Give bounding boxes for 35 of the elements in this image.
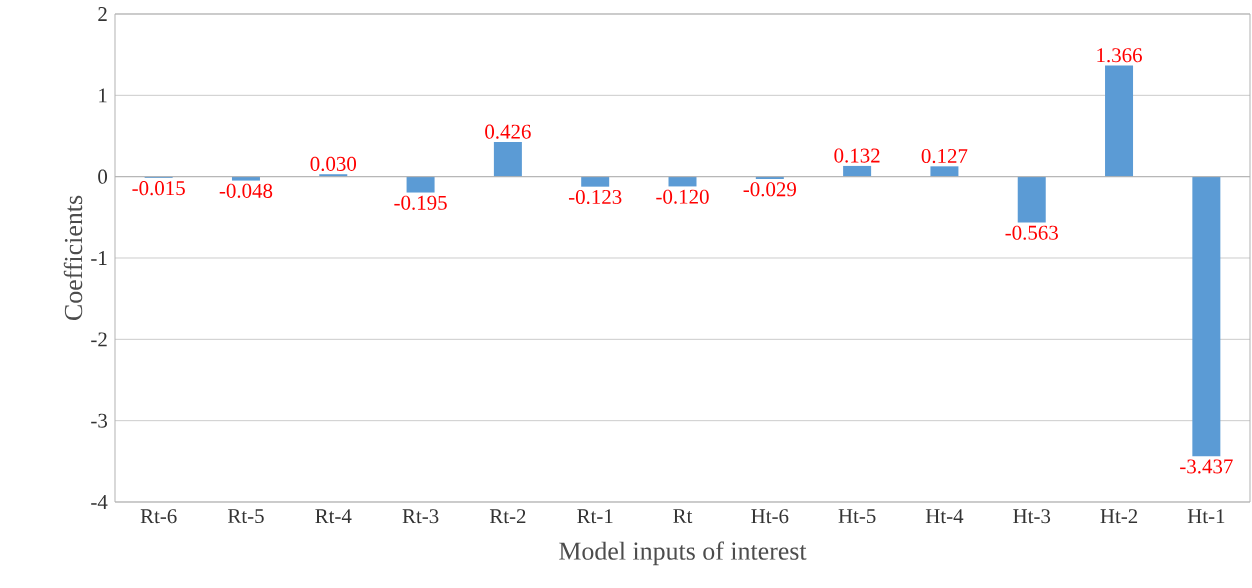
x-tick-label: Ht-2: [1100, 509, 1138, 524]
x-tick-label: Rt-4: [315, 509, 352, 524]
data-label: -0.195: [394, 195, 447, 210]
data-label: 0.127: [921, 148, 968, 164]
x-tick-label: Rt-6: [140, 509, 177, 524]
data-label: -0.048: [219, 183, 273, 198]
y-axis-title: Coefficients: [63, 195, 83, 320]
data-label: -0.120: [656, 189, 709, 204]
x-tick-label: Rt-2: [489, 509, 526, 524]
x-tick-label: Rt-1: [577, 509, 613, 524]
data-label: 0.132: [834, 148, 880, 163]
data-label: -0.123: [568, 189, 622, 205]
y-tick-label: -2: [91, 332, 107, 347]
x-tick-label: Rt: [673, 509, 693, 524]
y-tick-label: -1: [91, 251, 107, 265]
data-label: -3.437: [1180, 459, 1233, 474]
y-tick-label: 0: [98, 169, 108, 184]
x-tick-label: Ht-4: [925, 509, 964, 524]
data-label: -0.015: [132, 181, 185, 196]
data-label: -0.563: [1005, 225, 1058, 240]
data-label: 0.030: [310, 156, 357, 172]
x-tick-label: Ht-3: [1013, 509, 1051, 524]
y-tick-label: -3: [91, 413, 108, 428]
x-axis-title: Model inputs of interest: [559, 541, 807, 566]
y-tick-label: 1: [99, 88, 107, 103]
x-tick-label: Ht-6: [751, 509, 789, 524]
x-tick-label: Ht-5: [838, 509, 876, 524]
y-tick-label: 2: [98, 7, 107, 21]
data-label: -0.029: [743, 182, 796, 197]
x-tick-label: Rt-5: [227, 509, 264, 524]
x-tick-label: Ht-1: [1187, 509, 1225, 524]
data-label: 1.366: [1097, 48, 1142, 63]
y-tick-label: -4: [91, 495, 108, 509]
x-tick-label: Rt-3: [402, 509, 439, 524]
data-label: 0.426: [485, 124, 531, 139]
